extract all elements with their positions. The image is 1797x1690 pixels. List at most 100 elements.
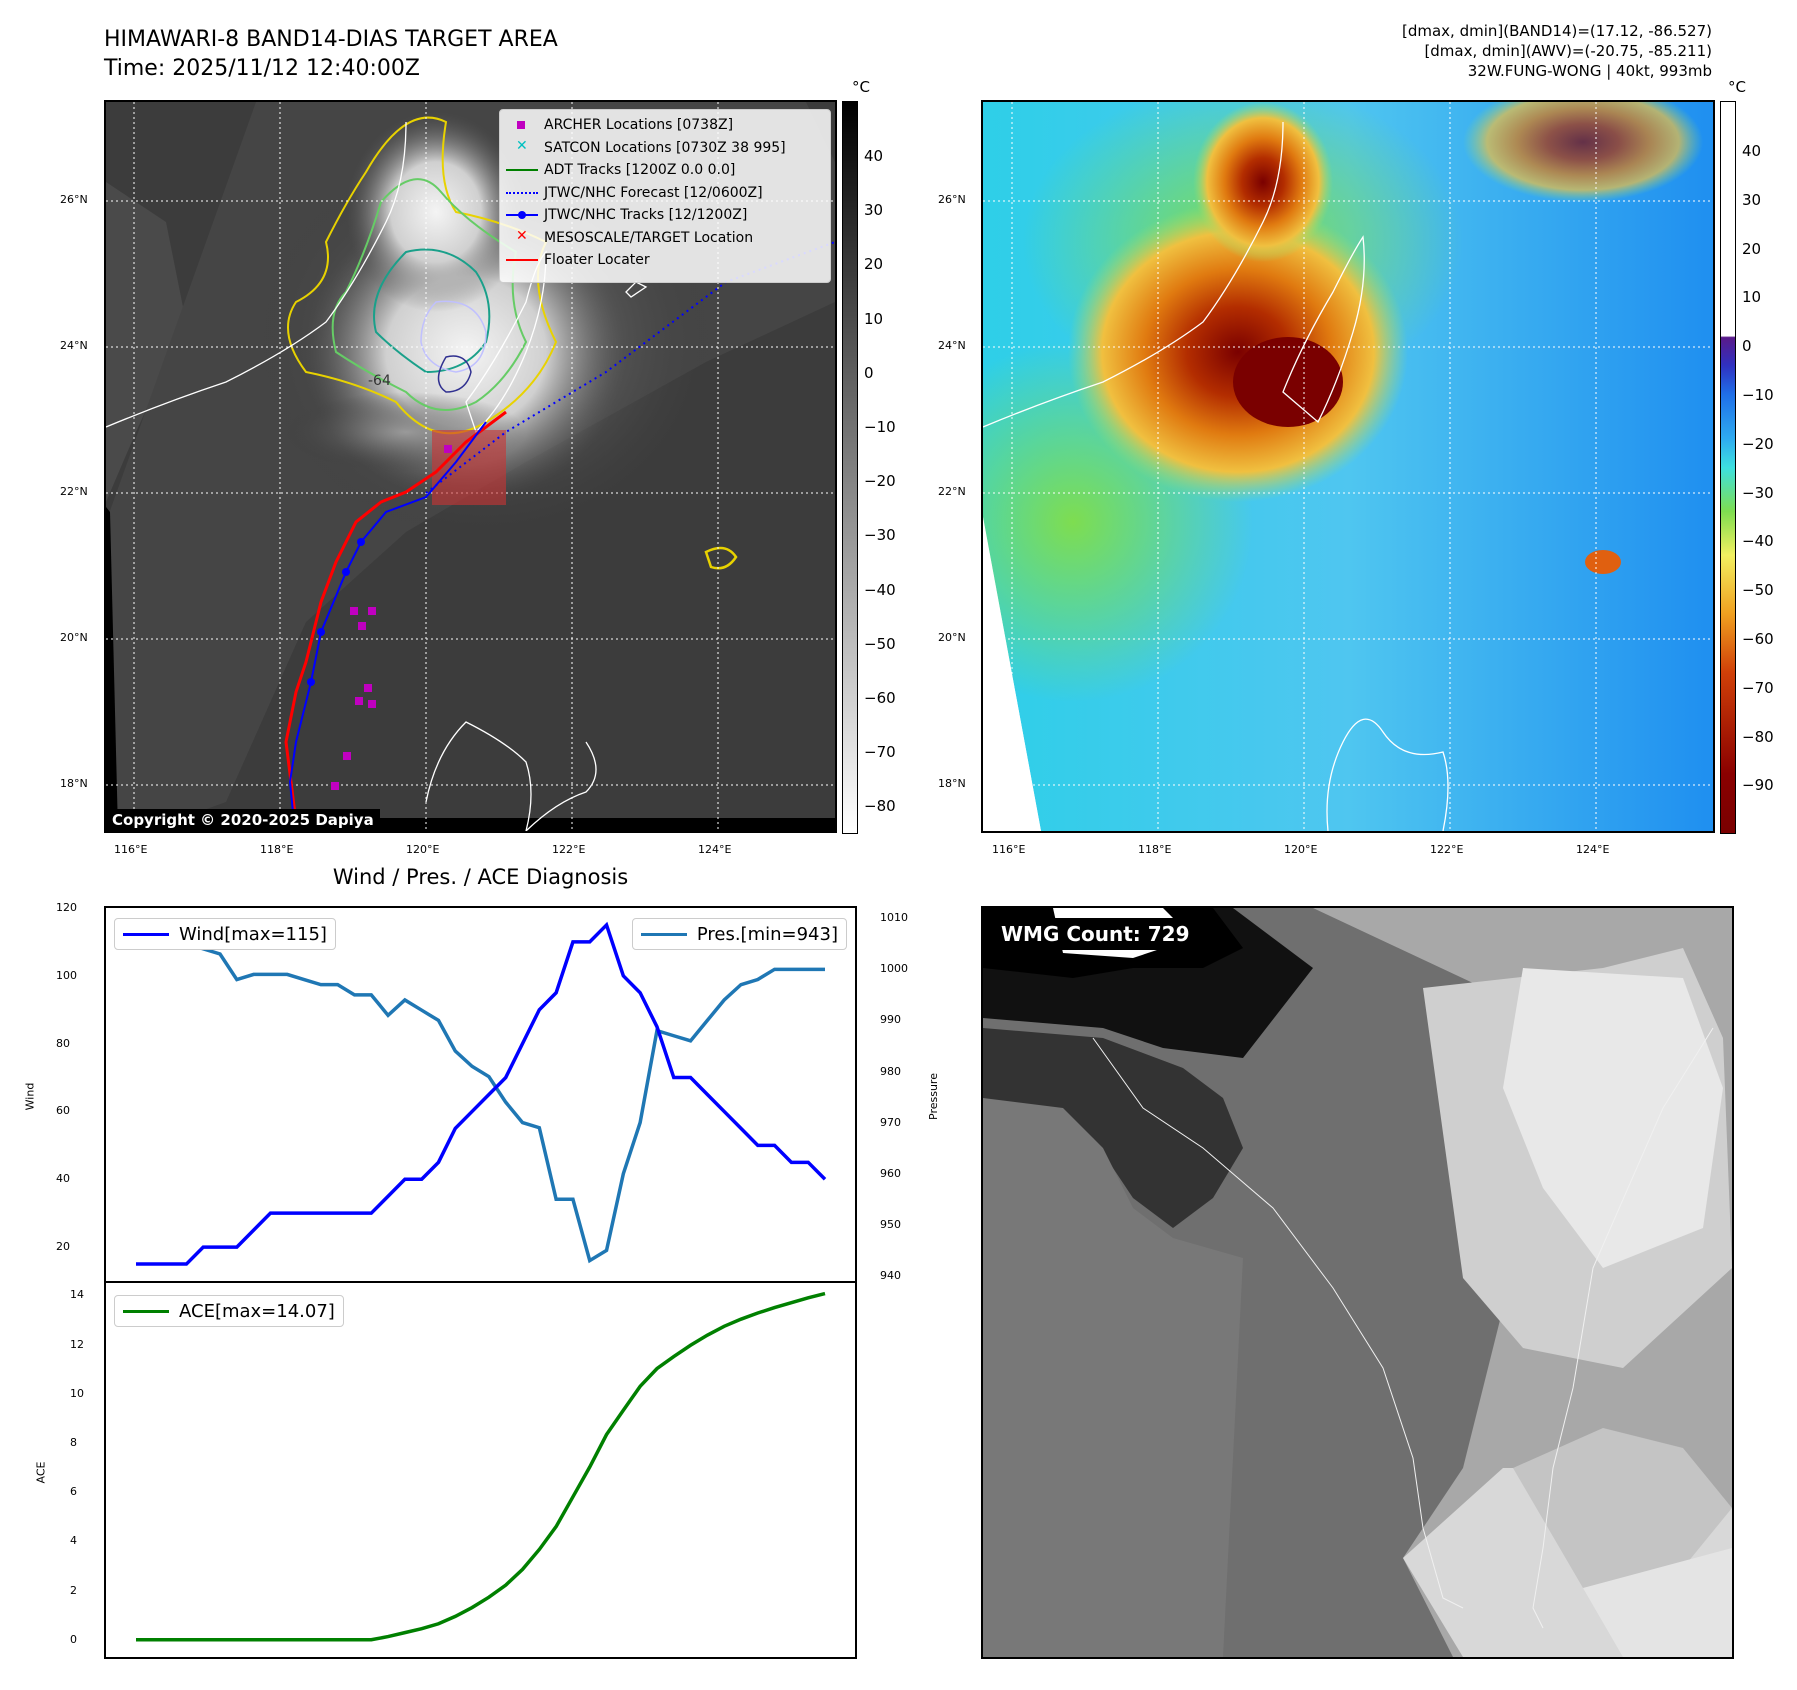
x-marker-icon: ✕ [516, 227, 528, 244]
legend-row-target: ✕ MESOSCALE/TARGET Location [500, 227, 830, 250]
map-lon-label-118: 118°E [260, 843, 294, 856]
legend-row-archer: ARCHER Locations [0738Z] [500, 114, 830, 137]
awv-lon-label-124: 124°E [1576, 843, 1610, 856]
awv-info-line3: 32W.FUNG-WONG | 40kt, 993mb [1467, 62, 1712, 80]
legend-label: JTWC/NHC Tracks [12/1200Z] [544, 207, 748, 224]
awv-colorbar-tick-label: 40 [1742, 142, 1762, 160]
ace-series-line [136, 1291, 826, 1642]
legend-label: ADT Tracks [1200Z 0.0 0.0] [544, 162, 736, 179]
legend-row-jtwc-track: JTWC/NHC Tracks [12/1200Z] [500, 204, 830, 227]
map-colorbar-tick-label: 20 [864, 255, 884, 274]
awv-colorbar-tick-label: −10 [1742, 386, 1774, 404]
wind-legend-label: Wind[max=115] [179, 923, 327, 945]
awv-colorbar-tick-label: −50 [1742, 581, 1774, 600]
awv-info-line1: [dmax, dmin](BAND14)=(17.12, -86.527) [1401, 22, 1712, 40]
map-lon-label-122: 122°E [552, 843, 586, 856]
ace-tick-label: 2 [70, 1583, 77, 1597]
square-marker-icon [517, 121, 525, 130]
wind-tick-label: 60 [56, 1104, 70, 1118]
wind-tick-label: 80 [56, 1036, 70, 1050]
map-legend: ARCHER Locations [0738Z] ✕ SATCON Locati… [499, 109, 831, 283]
legend-label: MESOSCALE/TARGET Location [544, 229, 754, 246]
map-colorbar-unit: °C [852, 78, 870, 96]
wind-series-line [136, 921, 827, 1266]
ace-tick-label: 4 [70, 1534, 77, 1548]
awv-map[interactable] [981, 100, 1715, 833]
map-colorbar-tick-label: −30 [864, 526, 896, 545]
pressure-axis-label: Pressure [926, 1073, 940, 1120]
pressure-tick-label: 940 [880, 1268, 901, 1282]
ace-legend-label: ACE[max=14.07] [179, 1300, 335, 1322]
map-colorbar-tick-label: −50 [864, 634, 896, 653]
jtwc-forecast-line [425, 241, 835, 494]
map-lon-label-120: 120°E [406, 843, 440, 856]
awv-info-line2: [dmax, dmin](AWV)=(-20.75, -85.211) [1424, 42, 1712, 60]
map-colorbar-tick-label: −20 [864, 472, 896, 491]
pres-line-icon [640, 932, 687, 936]
awv-colorbar-tick-label: −90 [1742, 776, 1774, 795]
wind-tick-label: 120 [56, 901, 77, 914]
pressure-series-line [134, 927, 825, 1264]
awv-colorbar-tick-label: −60 [1742, 630, 1774, 648]
pressure-tick-label: 980 [880, 1064, 901, 1078]
map-colorbar-tick-label: 30 [864, 201, 884, 220]
awv-lon-label-120: 120°E [1284, 843, 1318, 856]
line-icon [506, 259, 538, 262]
wind-tick-label: 20 [56, 1240, 70, 1254]
map-lat-label-22: 22°N [60, 485, 88, 498]
ace-tick-label: 14 [70, 1288, 84, 1302]
awv-colorbar-unit: °C [1728, 78, 1746, 96]
map-colorbar-tick-label: −70 [864, 743, 896, 762]
pres-legend-label: Pres.[min=943] [696, 923, 838, 945]
ace-axis-label: ACE [34, 1461, 48, 1484]
awv-colorbar-tick-label: 10 [1742, 288, 1762, 307]
map-colorbar-tick-label: −80 [864, 797, 896, 816]
pressure-tick-label: 990 [880, 1013, 901, 1027]
awv-colorbar-tick-label: 30 [1742, 190, 1762, 209]
awv-colorbar [1720, 101, 1736, 834]
map-colorbar-tick-label: −60 [864, 689, 896, 707]
awv-lat-label-26: 26°N [938, 193, 966, 206]
legend-row-adt: ADT Tracks [1200Z 0.0 0.0] [500, 159, 830, 182]
awv-colorbar-tick-label: −20 [1742, 434, 1774, 453]
ace-plot[interactable]: ACE[max=14.07] [104, 1281, 857, 1659]
map-colorbar-tick-label: 40 [864, 147, 884, 165]
legend-row-forecast: JTWC/NHC Forecast [12/0600Z] [500, 182, 830, 205]
awv-lon-label-122: 122°E [1430, 843, 1464, 856]
map-title-line2: Time: 2025/11/12 12:40:00Z [104, 56, 420, 81]
legend-row-floater: Floater Locater [500, 249, 830, 272]
ace-tick-label: 8 [70, 1435, 77, 1449]
wind-legend: Wind[max=115] [114, 918, 336, 950]
dot-icon [518, 211, 526, 220]
satellite-map[interactable]: -64 [104, 100, 837, 833]
map-colorbar [842, 101, 858, 834]
x-marker-icon: ✕ [516, 137, 528, 154]
awv-colorbar-tick-label: 0 [1742, 337, 1752, 356]
wind-axis-label: Wind [23, 1082, 37, 1111]
awv-lon-label-118: 118°E [1138, 843, 1172, 856]
diag-title: Wind / Pres. / ACE Diagnosis [332, 865, 629, 889]
archer-markers [331, 445, 452, 790]
jtwc-track-points [307, 538, 365, 686]
wind-pressure-canvas [134, 921, 827, 1266]
pressure-tick-label: 1000 [880, 962, 908, 976]
map-lat-label-20: 20°N [60, 631, 88, 644]
wmg-image[interactable]: WMG Count: 729 [981, 906, 1734, 1659]
map-colorbar-tick-label: −10 [864, 418, 896, 436]
map-lon-label-116: 116°E [114, 843, 148, 856]
pressure-tick-label: 1010 [880, 911, 908, 925]
ace-tick-label: 10 [70, 1386, 84, 1400]
dotted-line-icon [506, 191, 538, 194]
jtwc-track-line [288, 421, 487, 831]
awv-gridlines [983, 102, 1713, 831]
legend-label: ARCHER Locations [0738Z] [544, 117, 734, 134]
legend-label: Floater Locater [544, 252, 650, 269]
wind-pressure-plot[interactable]: Wind[max=115] Pres.[min=943] [104, 906, 857, 1283]
wind-tick-label: 40 [56, 1172, 70, 1186]
awv-colorbar-tick-label: −30 [1742, 483, 1774, 502]
map-title-line1: HIMAWARI-8 BAND14-DIAS TARGET AREA [104, 27, 558, 52]
ace-canvas [136, 1291, 826, 1642]
map-lat-label-18: 18°N [60, 777, 88, 790]
map-colorbar-tick-label: 10 [864, 309, 884, 328]
map-colorbar-tick-label: −40 [864, 580, 896, 599]
